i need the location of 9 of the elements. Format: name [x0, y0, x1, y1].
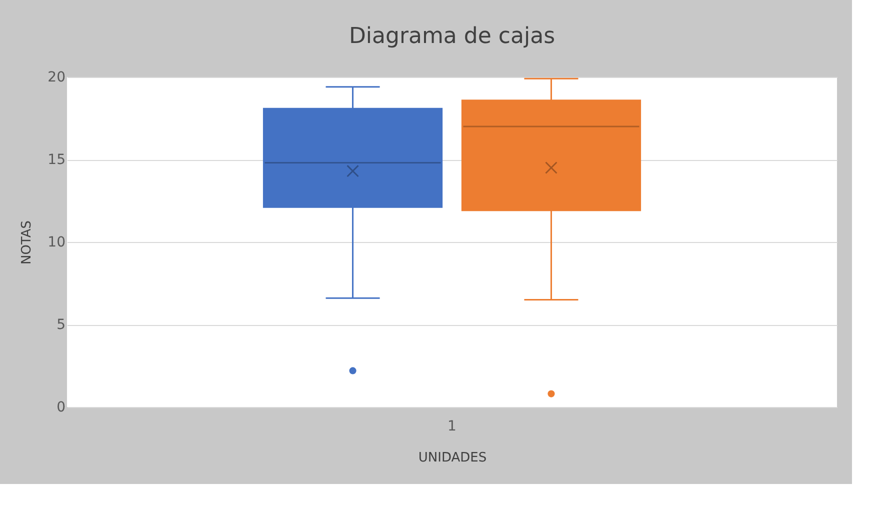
y-tick-label: 10 [48, 234, 66, 250]
y-tick-label: 5 [56, 317, 66, 333]
x-axis-title: UNIDADES [418, 450, 487, 466]
x-tick-label: 1 [448, 418, 456, 434]
y-tick-label: 20 [48, 70, 66, 86]
chart-title: Diagrama de cajas [348, 24, 556, 49]
y-tick-label: 15 [48, 152, 66, 168]
y-tick-label: 0 [56, 400, 66, 416]
y-axis-title: NOTAS [20, 220, 35, 265]
